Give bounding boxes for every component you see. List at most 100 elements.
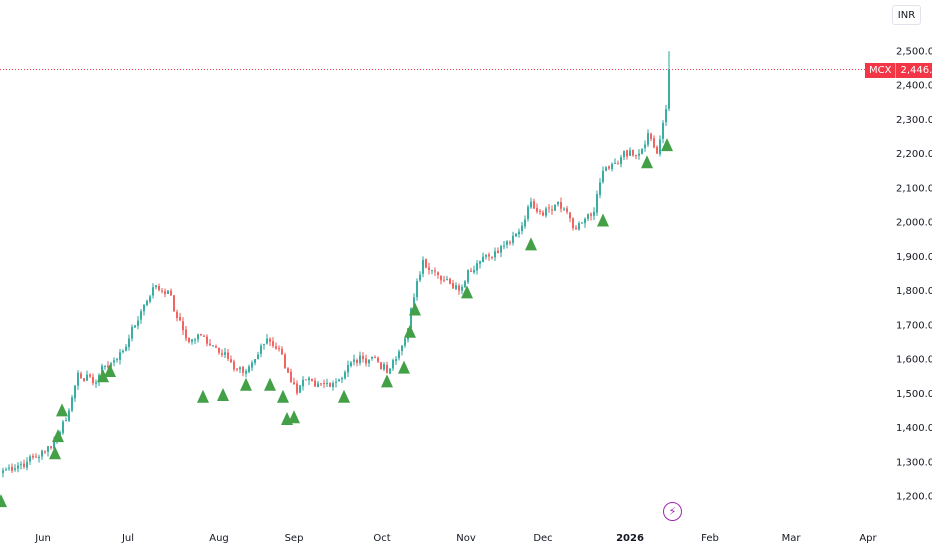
candle-body bbox=[170, 290, 172, 296]
candle-body bbox=[167, 290, 169, 294]
candle-body bbox=[260, 345, 262, 354]
candle-body bbox=[530, 201, 532, 208]
candle-body bbox=[188, 337, 190, 342]
candle-body bbox=[131, 327, 133, 339]
candle-body bbox=[443, 279, 445, 281]
buy-signal-marker bbox=[264, 377, 276, 391]
candle-body bbox=[467, 270, 469, 283]
candle-body bbox=[392, 360, 394, 369]
candle-body bbox=[659, 139, 661, 155]
time-tick-label: 2026 bbox=[616, 533, 644, 544]
candle-body bbox=[92, 377, 94, 384]
candle-body bbox=[563, 208, 565, 210]
candle-body bbox=[65, 420, 67, 422]
buy-signal-marker bbox=[525, 237, 537, 251]
buy-signal-marker bbox=[52, 429, 64, 443]
candle-body bbox=[554, 204, 556, 211]
candle-body bbox=[464, 281, 466, 288]
time-tick-label: Mar bbox=[782, 533, 802, 544]
candle-body bbox=[575, 227, 577, 229]
candle-body bbox=[545, 208, 547, 216]
candle-body bbox=[161, 290, 163, 292]
candle-body bbox=[665, 109, 667, 123]
price-tick-label: 1,200.00 bbox=[896, 492, 932, 503]
candle-body bbox=[305, 379, 307, 381]
candle-body bbox=[449, 278, 451, 284]
candle-body bbox=[323, 382, 325, 384]
candle-body bbox=[8, 467, 10, 469]
candle-body bbox=[200, 333, 202, 336]
candle-body bbox=[425, 258, 427, 268]
candle-body bbox=[2, 470, 4, 474]
candle-body bbox=[383, 364, 385, 370]
candle-body bbox=[668, 69, 670, 109]
time-tick-label: Feb bbox=[701, 533, 719, 544]
candle-body bbox=[317, 383, 319, 387]
candle-body bbox=[152, 287, 154, 296]
candle-body bbox=[593, 211, 595, 216]
candle-body bbox=[500, 246, 502, 253]
price-tick-label: 1,800.00 bbox=[896, 286, 932, 297]
candle-body bbox=[596, 194, 598, 213]
lightning-icon[interactable]: ⚡ bbox=[663, 502, 682, 521]
candle-body bbox=[476, 263, 478, 271]
buy-signal-marker bbox=[56, 403, 68, 417]
candle-body bbox=[275, 346, 277, 349]
candle-body bbox=[344, 372, 346, 379]
candle-body bbox=[560, 202, 562, 209]
candle-body bbox=[485, 254, 487, 257]
candle-body bbox=[80, 373, 82, 378]
candle-body bbox=[287, 368, 289, 373]
time-tick-label: Sep bbox=[285, 533, 304, 544]
candle-body bbox=[416, 281, 418, 298]
candle-body bbox=[662, 122, 664, 139]
symbol-label: MCX bbox=[865, 63, 897, 78]
price-tick-label: 1,600.00 bbox=[896, 355, 932, 366]
candle-body bbox=[263, 344, 265, 346]
candle-body bbox=[155, 285, 157, 288]
candle-body bbox=[140, 311, 142, 320]
candle-body bbox=[521, 225, 523, 232]
candle-body bbox=[611, 163, 613, 170]
candle-body bbox=[248, 366, 250, 372]
candle-body bbox=[224, 352, 226, 355]
candle-body bbox=[428, 267, 430, 270]
price-axis[interactable]: 1,200.00 1,300.00 1,400.00 1,500.00 1,600.00… bbox=[896, 47, 932, 503]
candle-body bbox=[353, 359, 355, 362]
candle-body bbox=[110, 363, 112, 368]
candle-body bbox=[515, 233, 517, 237]
candle-body bbox=[356, 359, 358, 364]
price-tick-label: 1,500.00 bbox=[896, 389, 932, 400]
candles-layer bbox=[2, 51, 670, 478]
candle-body bbox=[524, 219, 526, 227]
candle-body bbox=[629, 150, 631, 156]
candle-body bbox=[584, 218, 586, 224]
candle-body bbox=[473, 270, 475, 273]
price-tick-label: 2,200.00 bbox=[896, 149, 932, 160]
candle-body bbox=[116, 359, 118, 361]
candle-body bbox=[47, 446, 49, 452]
candle-body bbox=[440, 275, 442, 281]
candle-body bbox=[107, 365, 109, 368]
price-tick-label: 2,500.00 bbox=[896, 47, 932, 58]
candle-body bbox=[431, 270, 433, 272]
time-axis[interactable]: Jun Jul Aug Sep Oct Nov Dec 2026 Feb Mar Apr bbox=[34, 533, 877, 544]
candle-body bbox=[11, 466, 13, 471]
candle-body bbox=[236, 368, 238, 370]
candle-body bbox=[254, 359, 256, 363]
candle-body bbox=[197, 334, 199, 340]
candle-body bbox=[332, 383, 334, 388]
candle-body bbox=[608, 166, 610, 169]
candle-body bbox=[173, 295, 175, 312]
candle-body bbox=[461, 286, 463, 291]
candle-body bbox=[14, 468, 16, 470]
candle-body bbox=[290, 371, 292, 382]
candle-body bbox=[482, 256, 484, 263]
buy-signal-marker bbox=[409, 302, 421, 316]
buy-signal-marker bbox=[404, 324, 416, 338]
candle-body bbox=[314, 380, 316, 387]
candle-body bbox=[104, 365, 106, 367]
candle-body bbox=[371, 356, 373, 359]
currency-button[interactable]: INR bbox=[892, 5, 921, 25]
